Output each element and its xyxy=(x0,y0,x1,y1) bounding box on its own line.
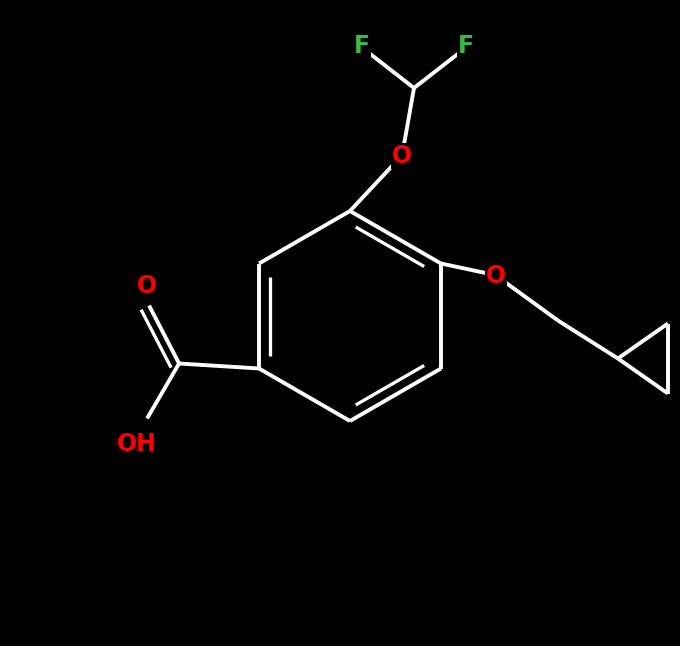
Text: O: O xyxy=(392,144,412,168)
Text: F: F xyxy=(458,34,474,58)
Text: OH: OH xyxy=(117,432,157,455)
Text: O: O xyxy=(486,264,506,287)
Text: O: O xyxy=(137,273,157,298)
Text: F: F xyxy=(354,34,370,58)
